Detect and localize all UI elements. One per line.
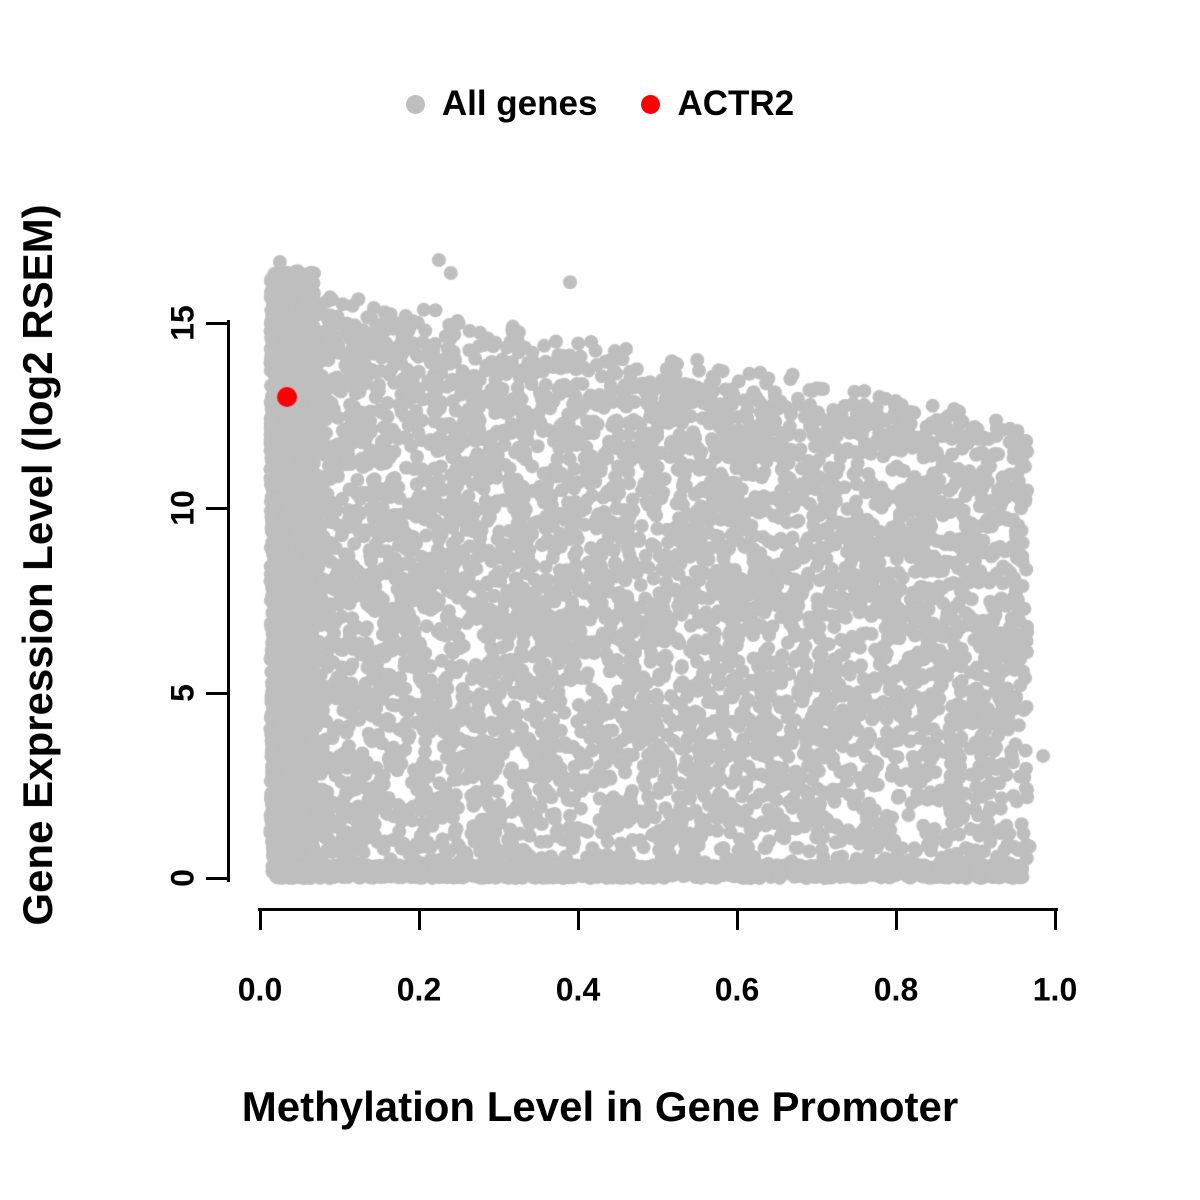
- x-tick-label: 0.2: [396, 971, 442, 1008]
- x-tick-label: 1.0: [1032, 971, 1078, 1008]
- x-tick-label: 0.4: [555, 971, 601, 1008]
- y-tick-label: 15: [164, 305, 201, 341]
- x-tick-label: 0.8: [873, 971, 919, 1008]
- y-tick: [206, 876, 228, 880]
- y-tick: [206, 691, 228, 695]
- x-tick-label: 0.6: [714, 971, 760, 1008]
- x-axis-title: Methylation Level in Gene Promoter: [241, 1083, 959, 1130]
- legend-item-actr2: ACTR2: [641, 84, 794, 124]
- legend-label-all-genes: All genes: [441, 84, 598, 123]
- legend: All genes ACTR2: [0, 84, 1200, 124]
- legend-item-all-genes: All genes: [405, 84, 598, 124]
- y-axis-line: [227, 320, 230, 882]
- x-tick: [576, 908, 580, 930]
- x-tick: [735, 908, 739, 930]
- y-tick-label: 0: [164, 869, 201, 887]
- x-tick: [417, 908, 421, 930]
- x-tick: [258, 908, 262, 930]
- y-tick: [206, 321, 228, 325]
- y-tick-label: 10: [164, 490, 201, 526]
- all-genes-marker-icon: [405, 94, 425, 114]
- x-tick: [1053, 908, 1057, 930]
- x-tick-label: 0.0: [237, 971, 283, 1008]
- y-tick: [206, 506, 228, 510]
- x-axis-line: [258, 908, 1058, 911]
- y-tick-label: 5: [164, 684, 201, 702]
- x-tick: [894, 908, 898, 930]
- actr2-marker-icon: [641, 94, 661, 114]
- legend-label-actr2: ACTR2: [677, 84, 795, 123]
- y-axis-title: Gene Expression Level (log2 RSEM): [14, 204, 61, 926]
